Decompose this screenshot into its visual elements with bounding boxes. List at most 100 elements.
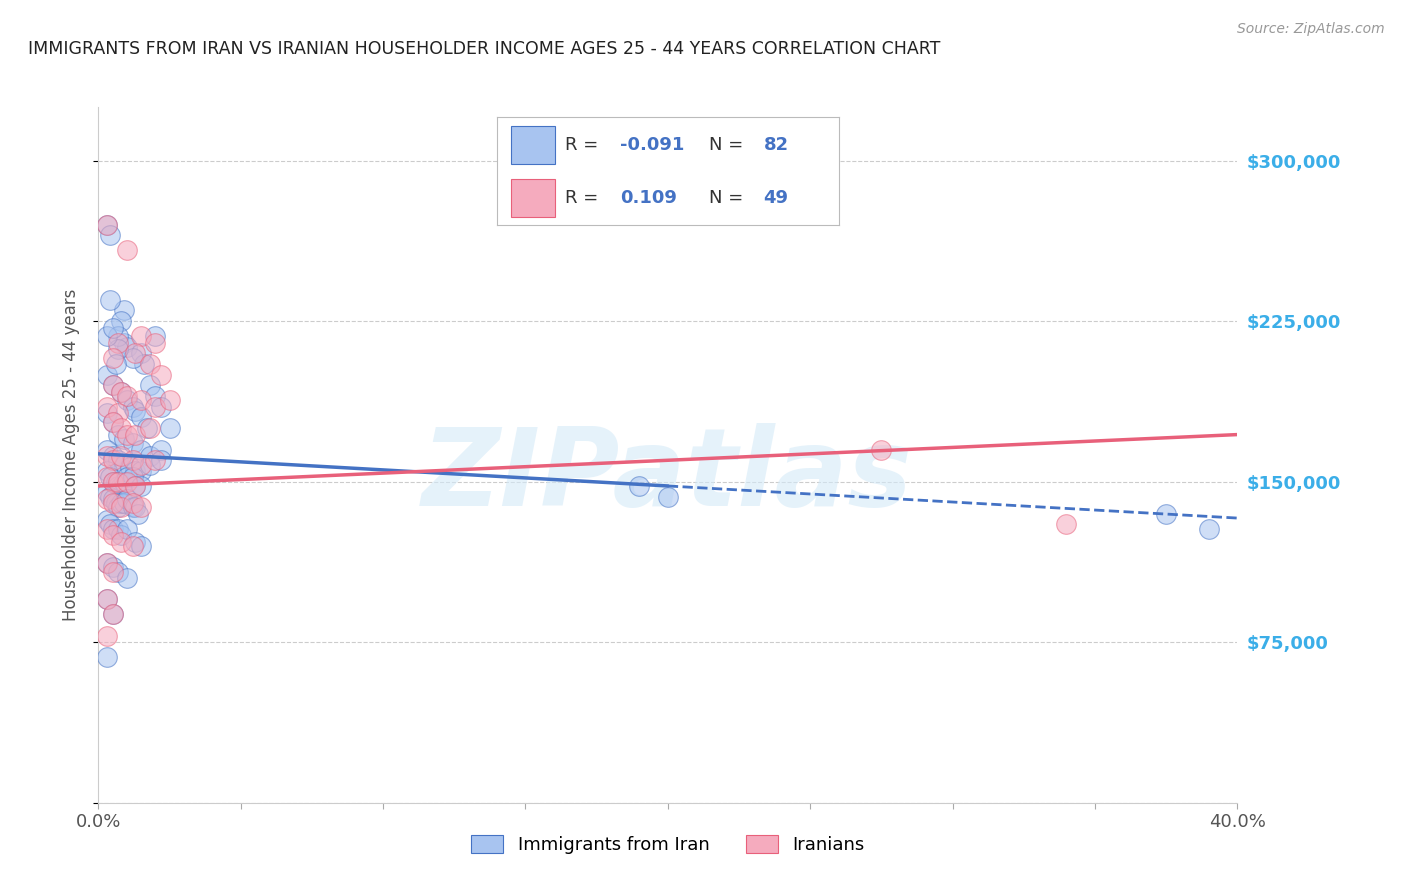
- Point: [98, 470, 121, 484]
- Point: [150, 442, 173, 457]
- Point: [96, 406, 118, 420]
- Point: [112, 432, 135, 446]
- Point: [124, 500, 146, 515]
- Point: [96, 629, 118, 643]
- Point: [1198, 522, 1220, 536]
- Point: [115, 427, 138, 442]
- Point: [96, 592, 118, 607]
- Point: [115, 340, 138, 354]
- Point: [115, 244, 138, 258]
- Point: [98, 228, 121, 243]
- Point: [101, 522, 124, 536]
- Y-axis label: Householder Income Ages 25 - 44 years: Householder Income Ages 25 - 44 years: [62, 289, 80, 621]
- Point: [96, 592, 118, 607]
- Point: [96, 650, 118, 665]
- Point: [98, 490, 121, 504]
- Point: [110, 500, 132, 515]
- Point: [101, 565, 124, 579]
- Point: [98, 517, 121, 532]
- Point: [129, 410, 152, 425]
- Point: [101, 378, 124, 392]
- Point: [112, 303, 135, 318]
- Point: [129, 458, 152, 472]
- Point: [124, 479, 146, 493]
- Text: IMMIGRANTS FROM IRAN VS IRANIAN HOUSEHOLDER INCOME AGES 25 - 44 YEARS CORRELATIO: IMMIGRANTS FROM IRAN VS IRANIAN HOUSEHOL…: [28, 40, 941, 58]
- Point: [101, 496, 124, 510]
- Point: [121, 436, 143, 450]
- Point: [107, 453, 129, 467]
- Point: [112, 458, 135, 472]
- Point: [129, 539, 152, 553]
- Point: [129, 393, 152, 408]
- Point: [121, 539, 143, 553]
- Point: [124, 464, 146, 478]
- Point: [121, 453, 143, 467]
- Point: [107, 342, 129, 356]
- Point: [129, 479, 152, 493]
- Point: [138, 458, 160, 472]
- Point: [145, 329, 167, 343]
- Point: [657, 490, 679, 504]
- Point: [104, 496, 127, 510]
- Point: [96, 442, 118, 457]
- Point: [121, 400, 143, 414]
- Point: [101, 415, 124, 429]
- Point: [107, 565, 129, 579]
- Point: [129, 346, 152, 360]
- Point: [101, 378, 124, 392]
- Point: [124, 479, 146, 493]
- Point: [138, 449, 160, 463]
- Point: [124, 404, 146, 418]
- Point: [107, 335, 129, 350]
- Point: [138, 421, 160, 435]
- Point: [96, 464, 118, 478]
- Point: [101, 475, 124, 489]
- Point: [628, 479, 651, 493]
- Point: [101, 475, 124, 489]
- Point: [96, 485, 118, 500]
- Point: [129, 442, 152, 457]
- Point: [121, 496, 143, 510]
- Point: [101, 491, 124, 506]
- Point: [110, 528, 132, 542]
- Point: [112, 335, 135, 350]
- Point: [96, 470, 118, 484]
- Point: [107, 479, 129, 493]
- Point: [112, 496, 135, 510]
- Point: [101, 528, 124, 542]
- Point: [1056, 517, 1078, 532]
- Point: [96, 513, 118, 527]
- Point: [107, 406, 129, 420]
- Point: [1154, 507, 1177, 521]
- Point: [159, 393, 181, 408]
- Point: [132, 357, 155, 371]
- Point: [145, 389, 167, 403]
- Point: [110, 421, 132, 435]
- Point: [115, 389, 138, 403]
- Point: [101, 453, 124, 467]
- Point: [110, 384, 132, 399]
- Point: [107, 329, 129, 343]
- Point: [110, 479, 132, 493]
- Text: ZIPatlas: ZIPatlas: [422, 423, 914, 529]
- Point: [159, 421, 181, 435]
- Point: [121, 351, 143, 365]
- Point: [124, 346, 146, 360]
- Point: [96, 491, 118, 506]
- Text: Source: ZipAtlas.com: Source: ZipAtlas.com: [1237, 22, 1385, 37]
- Point: [150, 400, 173, 414]
- Point: [96, 556, 118, 570]
- Point: [115, 393, 138, 408]
- Point: [110, 449, 132, 463]
- Point: [101, 607, 124, 622]
- Point: [118, 459, 141, 474]
- Point: [115, 491, 138, 506]
- Point: [145, 400, 167, 414]
- Point: [121, 500, 143, 515]
- Point: [138, 378, 160, 392]
- Point: [135, 421, 157, 435]
- Point: [96, 368, 118, 382]
- Point: [101, 320, 124, 334]
- Point: [101, 449, 124, 463]
- Point: [124, 534, 146, 549]
